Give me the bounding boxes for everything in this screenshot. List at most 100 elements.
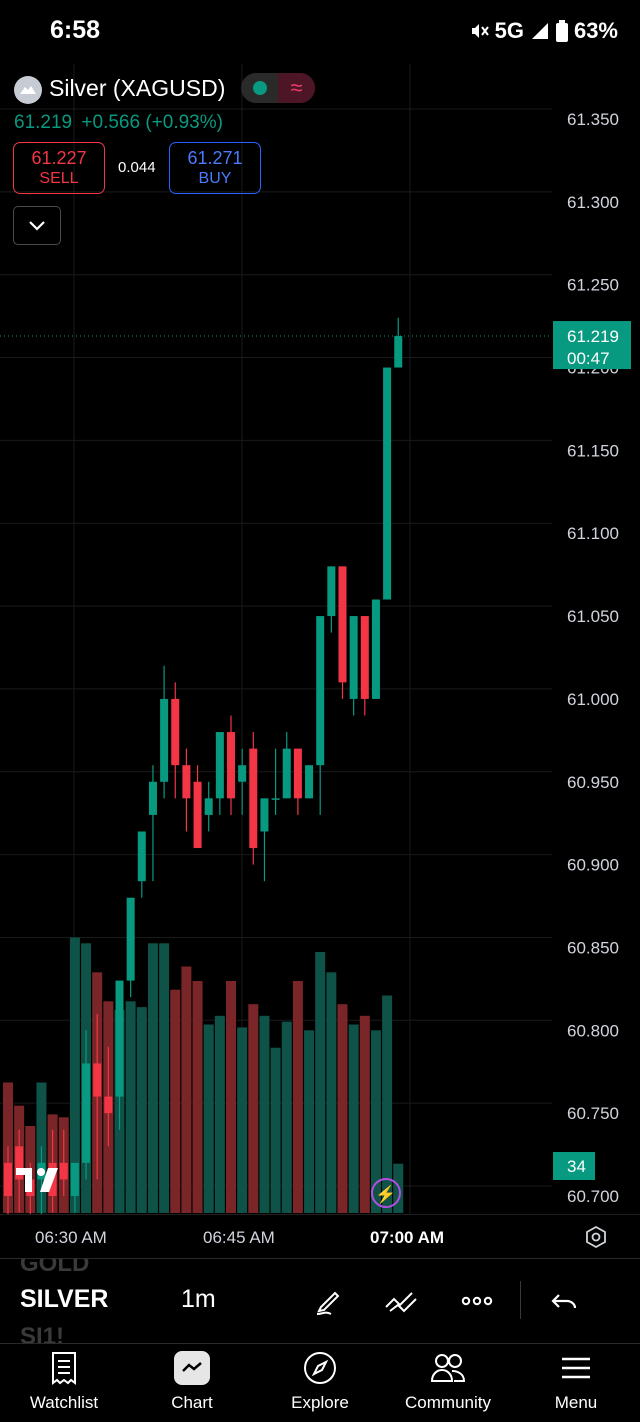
network-type: 5G: [494, 18, 524, 43]
tradingview-logo: [16, 1164, 68, 1201]
candle-body: [316, 616, 325, 766]
price-axis-label: 61.150: [567, 441, 619, 460]
candle-body: [115, 980, 124, 1097]
interval-button[interactable]: 1m: [181, 1285, 216, 1313]
candle-body: [215, 732, 224, 799]
volume-tag: [553, 1152, 595, 1180]
watchlist-icon: [52, 1352, 76, 1385]
sell-label: SELL: [39, 170, 79, 187]
chart-settings-icon[interactable]: [584, 1225, 608, 1249]
more-options-icon[interactable]: [457, 1281, 497, 1321]
volume-bar: [382, 995, 393, 1213]
candle-body: [271, 798, 280, 800]
volume-tag-value: 34: [567, 1157, 586, 1176]
candle-body: [260, 798, 269, 832]
toolbar-divider: [520, 1281, 521, 1319]
candle-body: [4, 1162, 12, 1196]
chart-area[interactable]: 61.35061.30061.25061.20061.15061.10061.0…: [0, 64, 640, 1214]
price-axis-label: 61.350: [567, 110, 619, 129]
candle-body: [238, 765, 247, 782]
price-axis-label: 61.050: [567, 607, 619, 626]
candle-body: [193, 781, 202, 849]
mute-icon: [471, 24, 489, 38]
candle-body: [249, 748, 258, 849]
bottom-nav: Watchlist Chart Explore Community Menu: [0, 1343, 640, 1422]
people-icon: [430, 1354, 466, 1382]
candle-body: [126, 897, 135, 981]
next-symbol[interactable]: SI1!: [20, 1323, 65, 1344]
volume-bar: [147, 943, 158, 1213]
candle-body: [305, 765, 314, 799]
candle-body: [327, 566, 336, 617]
symbol-picker[interactable]: GOLD SILVER SI1!: [20, 1259, 140, 1343]
buy-label: BUY: [198, 170, 232, 187]
candle-body: [160, 698, 169, 782]
status-time: 6:58: [50, 16, 101, 44]
volume-bar: [69, 937, 80, 1213]
price-axis-label: 60.850: [567, 938, 619, 957]
nav-chart-label: Chart: [171, 1393, 213, 1412]
signal-icon: [531, 23, 548, 39]
nav-community[interactable]: Community: [384, 1343, 512, 1422]
volume-bar: [259, 1015, 270, 1213]
status-bar: 6:58 5G 63%: [0, 0, 640, 64]
volume-bar: [337, 1004, 348, 1213]
candle-body: [104, 1096, 113, 1114]
time-axis[interactable]: 06:30 AM 06:45 AM 07:00 AM: [0, 1214, 640, 1259]
candle-body: [204, 798, 213, 815]
volume-bar: [315, 952, 326, 1213]
candle-body: [371, 599, 380, 699]
volume-bar: [136, 1007, 147, 1213]
status-icons: 5G 63%: [469, 18, 618, 44]
nav-menu[interactable]: Menu: [512, 1343, 640, 1422]
nav-menu-label: Menu: [554, 1393, 598, 1412]
price-change-line: 61.219 +0.566 (+0.93%): [14, 112, 223, 134]
market-open-dot-icon: [253, 81, 267, 95]
buy-button[interactable]: 61.271 BUY: [169, 142, 261, 194]
drawing-pen-icon[interactable]: [309, 1281, 349, 1321]
lightning-icon[interactable]: ⚡: [371, 1178, 401, 1208]
candle-body: [93, 1063, 102, 1097]
volume-bar: [192, 981, 203, 1213]
undo-icon[interactable]: [545, 1281, 585, 1321]
market-status-badge[interactable]: ≈: [241, 73, 315, 103]
countdown-timer: 00:47: [567, 349, 610, 368]
volume-bar: [214, 1015, 225, 1213]
volume-bar: [181, 966, 192, 1213]
chart-toolbar: GOLD SILVER SI1! 1m: [0, 1258, 640, 1344]
volume-bar: [292, 981, 303, 1213]
delayed-wave-icon: ≈: [278, 73, 315, 103]
volume-bar: [326, 972, 337, 1213]
time-tick-0700: 07:00 AM: [370, 1228, 445, 1247]
nav-explore[interactable]: Explore: [256, 1343, 384, 1422]
current-symbol[interactable]: SILVER: [20, 1285, 109, 1313]
price-chart[interactable]: 61.35061.30061.25061.20061.15061.10061.0…: [0, 64, 640, 1214]
nav-chart[interactable]: Chart: [128, 1343, 256, 1422]
candle-body: [148, 781, 157, 815]
nav-watchlist-label: Watchlist: [29, 1393, 99, 1412]
price-axis-label: 60.700: [567, 1187, 619, 1206]
candle-body: [338, 566, 347, 683]
symbol-name[interactable]: Silver (XAGUSD): [49, 75, 226, 101]
trend-line-tool-icon[interactable]: [382, 1281, 422, 1321]
battery-icon: [555, 20, 568, 42]
nav-community-label: Community: [405, 1393, 491, 1412]
candle-body: [15, 1146, 24, 1180]
volume-bar: [348, 1024, 359, 1213]
volume-bar: [237, 1027, 248, 1213]
candle-body: [182, 765, 191, 799]
price-axis-label: 61.300: [567, 193, 619, 212]
nav-watchlist[interactable]: Watchlist: [0, 1343, 128, 1422]
prev-symbol[interactable]: GOLD: [20, 1258, 90, 1277]
candle-body: [70, 1162, 79, 1196]
volume-bar: [359, 1015, 370, 1213]
volume-bar: [248, 1004, 259, 1213]
price-axis-label: 60.750: [567, 1104, 619, 1123]
sell-button[interactable]: 61.227 SELL: [13, 142, 105, 194]
price-axis-label: 61.000: [567, 690, 619, 709]
volume-bar: [270, 1047, 281, 1213]
price-axis-label: 60.800: [567, 1021, 619, 1040]
volume-bar: [125, 1001, 136, 1213]
volume-bar: [370, 1030, 381, 1213]
collapse-button[interactable]: [13, 206, 61, 245]
